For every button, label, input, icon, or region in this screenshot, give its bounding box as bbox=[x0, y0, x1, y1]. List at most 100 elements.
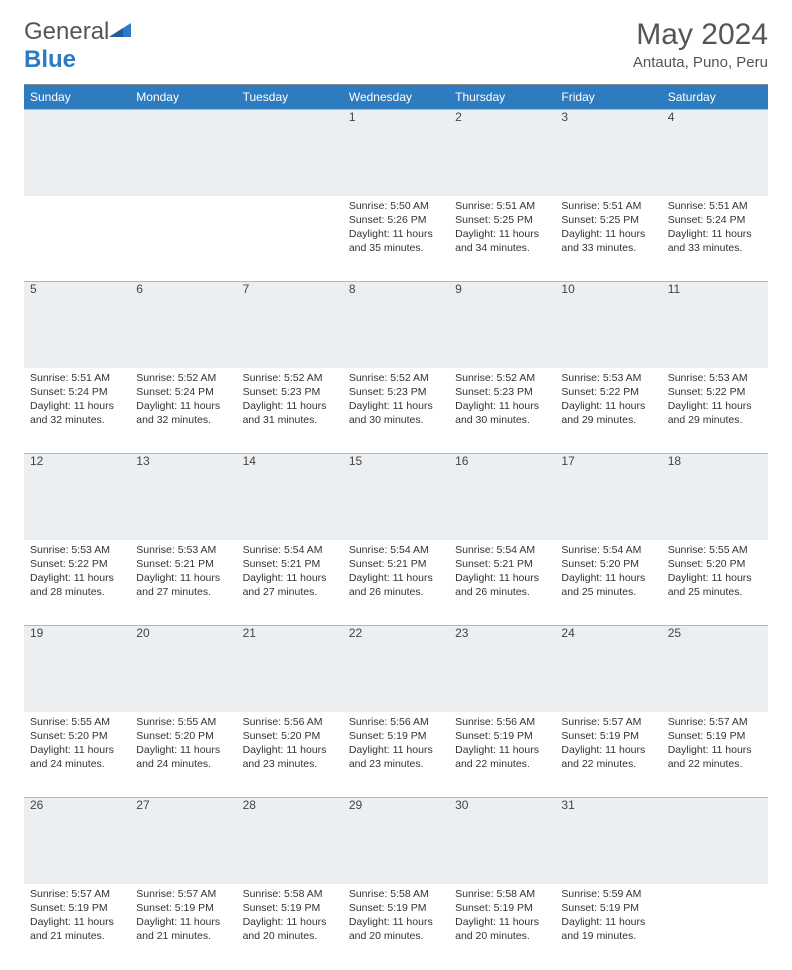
day-detail-text: Sunrise: 5:53 AMSunset: 5:22 PMDaylight:… bbox=[30, 540, 124, 600]
day-detail-cell: Sunrise: 5:53 AMSunset: 5:21 PMDaylight:… bbox=[130, 540, 236, 626]
day-detail-text: Sunrise: 5:55 AMSunset: 5:20 PMDaylight:… bbox=[668, 540, 762, 600]
day-detail-cell: Sunrise: 5:55 AMSunset: 5:20 PMDaylight:… bbox=[662, 540, 768, 626]
day-number-cell: 20 bbox=[130, 626, 236, 712]
day-detail-text bbox=[136, 196, 230, 199]
day-detail-text: Sunrise: 5:52 AMSunset: 5:23 PMDaylight:… bbox=[349, 368, 443, 428]
day-number-cell bbox=[662, 798, 768, 884]
day-detail-text: Sunrise: 5:57 AMSunset: 5:19 PMDaylight:… bbox=[30, 884, 124, 944]
day-header-row: Sunday Monday Tuesday Wednesday Thursday… bbox=[24, 85, 768, 110]
day-detail-text: Sunrise: 5:54 AMSunset: 5:21 PMDaylight:… bbox=[455, 540, 549, 600]
day-detail-cell: Sunrise: 5:55 AMSunset: 5:20 PMDaylight:… bbox=[24, 712, 130, 798]
day-detail-text: Sunrise: 5:53 AMSunset: 5:22 PMDaylight:… bbox=[668, 368, 762, 428]
day-detail-text: Sunrise: 5:54 AMSunset: 5:21 PMDaylight:… bbox=[349, 540, 443, 600]
day-number-cell: 18 bbox=[662, 454, 768, 540]
day-number-cell: 28 bbox=[237, 798, 343, 884]
day-number-cell: 25 bbox=[662, 626, 768, 712]
day-number-cell: 11 bbox=[662, 282, 768, 368]
day-detail-text: Sunrise: 5:55 AMSunset: 5:20 PMDaylight:… bbox=[136, 712, 230, 772]
day-number-row: 262728293031 bbox=[24, 798, 768, 884]
day-detail-text: Sunrise: 5:55 AMSunset: 5:20 PMDaylight:… bbox=[30, 712, 124, 772]
day-detail-cell: Sunrise: 5:56 AMSunset: 5:19 PMDaylight:… bbox=[343, 712, 449, 798]
day-detail-cell: Sunrise: 5:58 AMSunset: 5:19 PMDaylight:… bbox=[449, 884, 555, 970]
day-detail-cell: Sunrise: 5:54 AMSunset: 5:21 PMDaylight:… bbox=[237, 540, 343, 626]
day-detail-cell: Sunrise: 5:58 AMSunset: 5:19 PMDaylight:… bbox=[237, 884, 343, 970]
day-detail-cell bbox=[237, 196, 343, 282]
day-number-cell: 9 bbox=[449, 282, 555, 368]
day-detail-text: Sunrise: 5:59 AMSunset: 5:19 PMDaylight:… bbox=[561, 884, 655, 944]
day-detail-text: Sunrise: 5:57 AMSunset: 5:19 PMDaylight:… bbox=[136, 884, 230, 944]
day-detail-text: Sunrise: 5:50 AMSunset: 5:26 PMDaylight:… bbox=[349, 196, 443, 256]
day-number-cell: 21 bbox=[237, 626, 343, 712]
month-title: May 2024 bbox=[633, 18, 768, 52]
day-detail-cell: Sunrise: 5:51 AMSunset: 5:24 PMDaylight:… bbox=[662, 196, 768, 282]
day-detail-text: Sunrise: 5:54 AMSunset: 5:20 PMDaylight:… bbox=[561, 540, 655, 600]
day-detail-text: Sunrise: 5:51 AMSunset: 5:25 PMDaylight:… bbox=[455, 196, 549, 256]
day-number-cell: 10 bbox=[555, 282, 661, 368]
day-detail-text: Sunrise: 5:51 AMSunset: 5:24 PMDaylight:… bbox=[668, 196, 762, 256]
day-detail-row: Sunrise: 5:55 AMSunset: 5:20 PMDaylight:… bbox=[24, 712, 768, 798]
day-number-cell: 19 bbox=[24, 626, 130, 712]
day-number-cell bbox=[24, 110, 130, 196]
day-detail-cell: Sunrise: 5:51 AMSunset: 5:25 PMDaylight:… bbox=[449, 196, 555, 282]
day-number-cell: 8 bbox=[343, 282, 449, 368]
day-number-cell: 30 bbox=[449, 798, 555, 884]
day-detail-text: Sunrise: 5:54 AMSunset: 5:21 PMDaylight:… bbox=[243, 540, 337, 600]
day-number-cell bbox=[237, 110, 343, 196]
day-number-cell: 13 bbox=[130, 454, 236, 540]
day-detail-text: Sunrise: 5:58 AMSunset: 5:19 PMDaylight:… bbox=[243, 884, 337, 944]
day-detail-row: Sunrise: 5:50 AMSunset: 5:26 PMDaylight:… bbox=[24, 196, 768, 282]
page-header: GeneralBlue May 2024 Antauta, Puno, Peru bbox=[24, 18, 768, 74]
day-detail-cell: Sunrise: 5:57 AMSunset: 5:19 PMDaylight:… bbox=[555, 712, 661, 798]
day-number-cell: 7 bbox=[237, 282, 343, 368]
day-detail-cell: Sunrise: 5:57 AMSunset: 5:19 PMDaylight:… bbox=[662, 712, 768, 798]
day-number-cell: 4 bbox=[662, 110, 768, 196]
day-header: Thursday bbox=[449, 85, 555, 110]
day-detail-cell: Sunrise: 5:57 AMSunset: 5:19 PMDaylight:… bbox=[130, 884, 236, 970]
day-detail-cell: Sunrise: 5:57 AMSunset: 5:19 PMDaylight:… bbox=[24, 884, 130, 970]
day-detail-cell: Sunrise: 5:51 AMSunset: 5:24 PMDaylight:… bbox=[24, 368, 130, 454]
day-number-row: 12131415161718 bbox=[24, 454, 768, 540]
day-number-cell: 24 bbox=[555, 626, 661, 712]
brand-name-blue: Blue bbox=[24, 46, 76, 73]
day-header: Sunday bbox=[24, 85, 130, 110]
day-detail-text: Sunrise: 5:58 AMSunset: 5:19 PMDaylight:… bbox=[455, 884, 549, 944]
day-detail-cell: Sunrise: 5:54 AMSunset: 5:21 PMDaylight:… bbox=[449, 540, 555, 626]
day-detail-cell: Sunrise: 5:52 AMSunset: 5:24 PMDaylight:… bbox=[130, 368, 236, 454]
day-detail-cell: Sunrise: 5:59 AMSunset: 5:19 PMDaylight:… bbox=[555, 884, 661, 970]
day-detail-text: Sunrise: 5:57 AMSunset: 5:19 PMDaylight:… bbox=[668, 712, 762, 772]
location-label: Antauta, Puno, Peru bbox=[633, 54, 768, 71]
day-number-cell: 23 bbox=[449, 626, 555, 712]
day-number-cell: 29 bbox=[343, 798, 449, 884]
day-detail-cell: Sunrise: 5:53 AMSunset: 5:22 PMDaylight:… bbox=[662, 368, 768, 454]
brand-logo: GeneralBlue bbox=[24, 18, 131, 74]
day-detail-cell bbox=[130, 196, 236, 282]
day-number-cell: 12 bbox=[24, 454, 130, 540]
day-number-cell: 26 bbox=[24, 798, 130, 884]
day-detail-cell: Sunrise: 5:58 AMSunset: 5:19 PMDaylight:… bbox=[343, 884, 449, 970]
day-number-cell: 6 bbox=[130, 282, 236, 368]
day-number-cell bbox=[130, 110, 236, 196]
day-detail-row: Sunrise: 5:57 AMSunset: 5:19 PMDaylight:… bbox=[24, 884, 768, 970]
day-detail-text: Sunrise: 5:56 AMSunset: 5:19 PMDaylight:… bbox=[349, 712, 443, 772]
calendar-table: Sunday Monday Tuesday Wednesday Thursday… bbox=[24, 85, 768, 970]
day-number-cell: 31 bbox=[555, 798, 661, 884]
day-number-cell: 14 bbox=[237, 454, 343, 540]
brand-name: GeneralBlue bbox=[24, 18, 131, 74]
day-detail-row: Sunrise: 5:51 AMSunset: 5:24 PMDaylight:… bbox=[24, 368, 768, 454]
day-detail-cell bbox=[24, 196, 130, 282]
day-header: Tuesday bbox=[237, 85, 343, 110]
day-detail-row: Sunrise: 5:53 AMSunset: 5:22 PMDaylight:… bbox=[24, 540, 768, 626]
day-number-cell: 3 bbox=[555, 110, 661, 196]
day-detail-text bbox=[30, 196, 124, 199]
day-number-row: 567891011 bbox=[24, 282, 768, 368]
day-detail-text: Sunrise: 5:53 AMSunset: 5:21 PMDaylight:… bbox=[136, 540, 230, 600]
day-detail-cell: Sunrise: 5:53 AMSunset: 5:22 PMDaylight:… bbox=[24, 540, 130, 626]
day-detail-text bbox=[243, 196, 337, 199]
day-number-cell: 1 bbox=[343, 110, 449, 196]
day-header: Saturday bbox=[662, 85, 768, 110]
title-block: May 2024 Antauta, Puno, Peru bbox=[633, 18, 768, 71]
day-detail-text: Sunrise: 5:53 AMSunset: 5:22 PMDaylight:… bbox=[561, 368, 655, 428]
day-detail-cell: Sunrise: 5:53 AMSunset: 5:22 PMDaylight:… bbox=[555, 368, 661, 454]
brand-name-gray: General bbox=[24, 18, 109, 45]
day-detail-text: Sunrise: 5:56 AMSunset: 5:19 PMDaylight:… bbox=[455, 712, 549, 772]
